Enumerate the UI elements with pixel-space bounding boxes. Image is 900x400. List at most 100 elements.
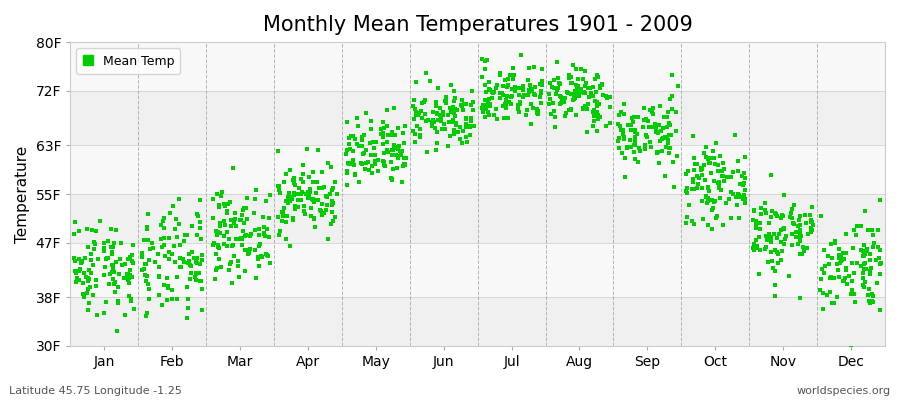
Point (736, 196, 751, 202)
Point (760, 233, 774, 240)
Point (644, 143, 658, 150)
Point (436, 112, 450, 118)
Point (535, 78, 549, 84)
Point (118, 312, 132, 318)
Point (102, 281, 116, 287)
Point (760, 259, 775, 265)
Point (695, 185, 709, 192)
Point (73, 266, 87, 272)
Point (665, 72, 680, 78)
Point (376, 158, 391, 164)
Point (459, 120, 473, 127)
Point (590, 102, 604, 109)
Point (163, 210, 177, 216)
Point (719, 200, 733, 207)
Point (75, 259, 89, 265)
Point (110, 328, 124, 334)
Point (195, 257, 210, 264)
Point (648, 125, 662, 131)
Point (686, 133, 700, 139)
Point (554, 94, 569, 101)
Point (824, 300, 839, 306)
Point (240, 246, 255, 253)
Point (534, 88, 548, 94)
Point (662, 145, 676, 151)
Point (752, 220, 767, 227)
Point (768, 247, 782, 254)
Point (705, 207, 719, 213)
Point (499, 97, 513, 104)
Point (720, 174, 734, 180)
Point (732, 215, 746, 221)
Point (522, 87, 536, 94)
Point (394, 152, 409, 158)
Point (749, 237, 763, 243)
Point (249, 186, 264, 193)
Point (447, 127, 462, 134)
Point (220, 208, 234, 214)
Point (481, 57, 495, 63)
Point (687, 155, 701, 161)
Point (287, 174, 302, 181)
Point (770, 213, 784, 219)
Point (292, 185, 307, 191)
Point (137, 236, 151, 243)
Point (81, 275, 95, 282)
Point (689, 161, 704, 167)
Point (804, 226, 818, 233)
Point (570, 86, 584, 92)
Point (181, 296, 195, 302)
Point (323, 190, 338, 197)
Point (406, 128, 420, 134)
Point (734, 181, 748, 187)
Point (138, 261, 152, 268)
Point (823, 289, 837, 296)
Point (397, 155, 411, 161)
Point (231, 274, 246, 280)
Point (853, 222, 868, 229)
Point (474, 104, 489, 111)
Point (235, 212, 249, 218)
Point (216, 218, 230, 224)
Point (510, 106, 525, 112)
Point (368, 152, 382, 158)
Point (90, 256, 104, 262)
Point (208, 276, 222, 282)
Point (550, 59, 564, 65)
Point (701, 198, 716, 204)
Point (274, 218, 289, 224)
Point (557, 95, 572, 102)
Point (243, 246, 257, 253)
Point (446, 88, 461, 94)
Point (348, 172, 363, 178)
Point (587, 113, 601, 120)
Point (189, 277, 203, 284)
Point (436, 121, 451, 128)
Point (562, 72, 576, 78)
Point (212, 223, 227, 230)
Point (242, 250, 256, 256)
Point (397, 161, 411, 167)
Point (840, 280, 854, 287)
Point (480, 102, 494, 109)
Point (430, 84, 445, 91)
Point (593, 85, 608, 91)
Point (386, 147, 400, 154)
Point (492, 95, 507, 101)
Point (369, 139, 383, 145)
Point (68, 268, 82, 274)
Point (573, 66, 588, 73)
Point (580, 106, 594, 112)
Point (139, 313, 153, 319)
Point (517, 94, 531, 100)
Point (212, 245, 227, 252)
Point (429, 140, 444, 146)
Point (857, 261, 871, 268)
Point (108, 278, 122, 285)
Point (777, 241, 791, 248)
Point (433, 112, 447, 118)
Point (651, 148, 665, 155)
Point (371, 157, 385, 163)
Point (787, 202, 801, 208)
Point (865, 298, 879, 304)
